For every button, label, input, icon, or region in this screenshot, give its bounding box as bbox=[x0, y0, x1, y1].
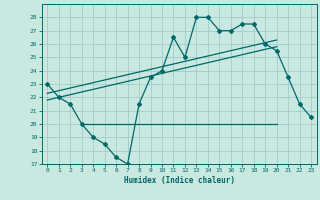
X-axis label: Humidex (Indice chaleur): Humidex (Indice chaleur) bbox=[124, 176, 235, 185]
